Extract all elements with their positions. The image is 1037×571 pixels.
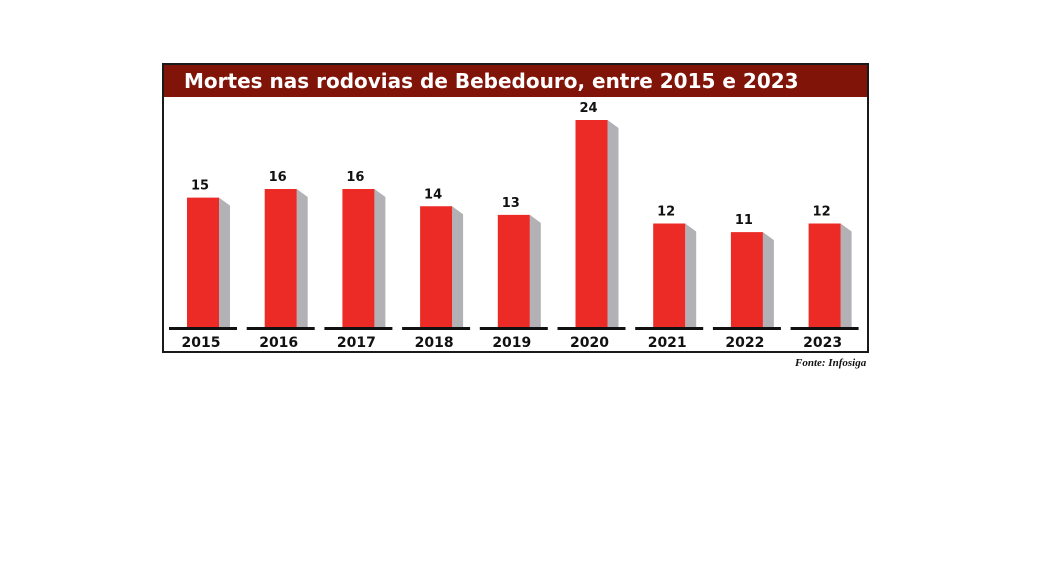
chart-title: Mortes nas rodovias de Bebedouro, entre … (184, 69, 799, 93)
value-label: 12 (813, 205, 831, 220)
baseline-segment (635, 327, 704, 330)
value-label: 16 (346, 170, 364, 185)
category-label: 2020 (570, 335, 609, 351)
category-label: 2022 (725, 335, 764, 351)
bar (342, 189, 375, 327)
category-label: 2023 (803, 335, 842, 351)
title-bar: Mortes nas rodovias de Bebedouro, entre … (164, 65, 867, 97)
baseline-segment (712, 327, 781, 330)
bar-shadow (452, 206, 464, 327)
bar (653, 223, 686, 327)
baseline-segment (169, 327, 237, 330)
bar (808, 223, 841, 327)
bar (497, 214, 530, 327)
value-label: 11 (735, 213, 753, 228)
baseline-segment (246, 327, 315, 330)
bar-chart-plot: 15 2015 16 2016 16 2017 14 2018 13 2019 24 2020 12 20… (169, 101, 859, 351)
chart-frame: Mortes nas rodovias de Bebedouro, entre … (162, 63, 869, 353)
baseline-segment (324, 327, 393, 330)
bar-shadow (296, 189, 308, 327)
value-label: 14 (424, 187, 442, 202)
value-label: 13 (502, 196, 520, 211)
baseline-segment (557, 327, 626, 330)
bar-shadow (685, 223, 697, 327)
category-label: 2018 (415, 335, 454, 351)
bar-shadow (374, 189, 386, 327)
category-label: 2019 (492, 335, 531, 351)
value-label: 15 (191, 179, 209, 194)
bar (420, 206, 453, 327)
bar-shadow (529, 214, 541, 327)
baseline-segment (790, 327, 859, 330)
bar-shadow (840, 223, 852, 327)
category-label: 2015 (182, 335, 221, 351)
baseline-segment (402, 327, 471, 330)
bar-shadow (219, 197, 230, 327)
bar-shadow (607, 120, 619, 327)
source-note: Fonte: Infosiga (795, 357, 867, 369)
baseline-segment (479, 327, 548, 330)
category-label: 2017 (337, 335, 376, 351)
bar (264, 189, 297, 327)
bar (730, 232, 763, 327)
category-label: 2021 (648, 335, 687, 351)
value-label: 24 (579, 101, 597, 116)
bar (575, 120, 608, 327)
bar (187, 197, 219, 327)
value-label: 12 (657, 205, 675, 220)
bar-shadow (762, 232, 774, 327)
value-label: 16 (269, 170, 287, 185)
category-label: 2016 (259, 335, 298, 351)
